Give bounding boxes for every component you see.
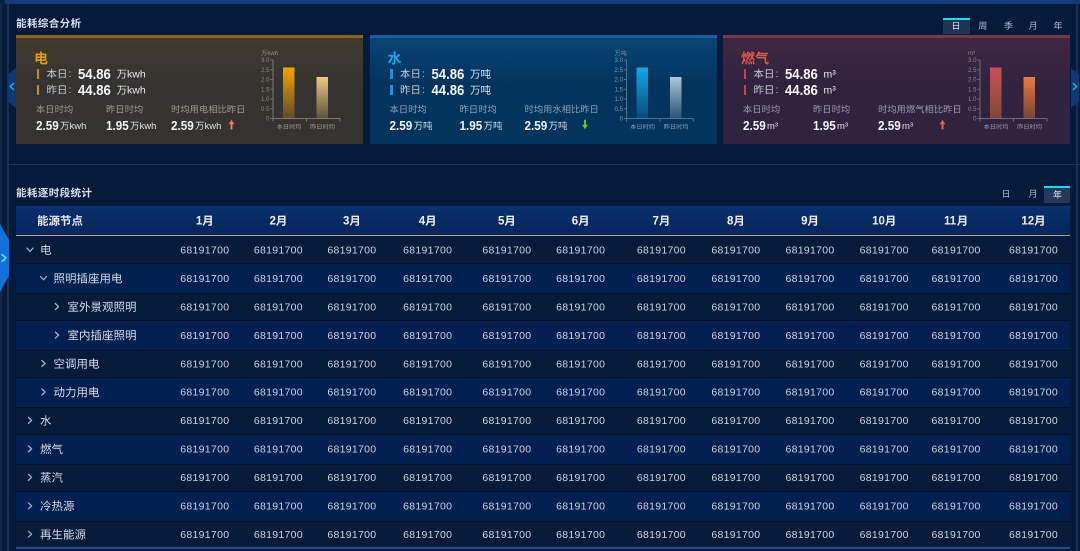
svg-text:68191700: 68191700: [180, 245, 229, 257]
svg-text:68191700: 68191700: [860, 358, 909, 370]
svg-text:68191700: 68191700: [932, 529, 981, 541]
svg-text:68191700: 68191700: [1009, 358, 1058, 370]
svg-text:68191700: 68191700: [1009, 301, 1058, 313]
svg-text:68191700: 68191700: [637, 529, 686, 541]
svg-text:68191700: 68191700: [932, 358, 981, 370]
svg-text:68191700: 68191700: [860, 529, 909, 541]
svg-text:68191700: 68191700: [860, 301, 909, 313]
svg-text:68191700: 68191700: [403, 301, 452, 313]
svg-text:68191700: 68191700: [327, 415, 376, 427]
svg-text:68191700: 68191700: [180, 472, 229, 484]
svg-text:68191700: 68191700: [403, 245, 452, 257]
svg-text:68191700: 68191700: [180, 529, 229, 541]
svg-text:68191700: 68191700: [327, 358, 376, 370]
svg-text:68191700: 68191700: [482, 472, 531, 484]
svg-text:68191700: 68191700: [482, 245, 531, 257]
svg-text:68191700: 68191700: [860, 472, 909, 484]
svg-text:68191700: 68191700: [403, 415, 452, 427]
svg-text:68191700: 68191700: [785, 358, 834, 370]
svg-text:68191700: 68191700: [403, 529, 452, 541]
svg-text:68191700: 68191700: [785, 301, 834, 313]
svg-text:68191700: 68191700: [482, 358, 531, 370]
svg-text:68191700: 68191700: [711, 358, 760, 370]
svg-text:68191700: 68191700: [711, 301, 760, 313]
svg-text:68191700: 68191700: [711, 472, 760, 484]
svg-text:68191700: 68191700: [254, 358, 303, 370]
svg-text:68191700: 68191700: [637, 358, 686, 370]
svg-text:68191700: 68191700: [637, 301, 686, 313]
svg-text:68191700: 68191700: [254, 301, 303, 313]
svg-text:68191700: 68191700: [711, 245, 760, 257]
svg-text:68191700: 68191700: [327, 529, 376, 541]
svg-text:68191700: 68191700: [932, 245, 981, 257]
svg-text:68191700: 68191700: [482, 301, 531, 313]
svg-text:68191700: 68191700: [785, 245, 834, 257]
svg-text:68191700: 68191700: [932, 415, 981, 427]
svg-text:68191700: 68191700: [556, 415, 605, 427]
svg-text:68191700: 68191700: [711, 415, 760, 427]
svg-text:68191700: 68191700: [785, 415, 834, 427]
svg-text:68191700: 68191700: [254, 245, 303, 257]
svg-text:68191700: 68191700: [556, 529, 605, 541]
svg-text:68191700: 68191700: [327, 301, 376, 313]
svg-text:68191700: 68191700: [254, 472, 303, 484]
svg-text:68191700: 68191700: [403, 472, 452, 484]
svg-text:68191700: 68191700: [556, 301, 605, 313]
svg-text:68191700: 68191700: [860, 415, 909, 427]
svg-text:68191700: 68191700: [637, 415, 686, 427]
svg-text:68191700: 68191700: [403, 358, 452, 370]
svg-text:68191700: 68191700: [254, 415, 303, 427]
svg-text:68191700: 68191700: [1009, 245, 1058, 257]
svg-text:68191700: 68191700: [932, 472, 981, 484]
svg-text:68191700: 68191700: [180, 415, 229, 427]
svg-text:68191700: 68191700: [1009, 415, 1058, 427]
svg-text:68191700: 68191700: [254, 529, 303, 541]
svg-text:68191700: 68191700: [785, 529, 834, 541]
svg-text:68191700: 68191700: [785, 472, 834, 484]
svg-text:68191700: 68191700: [1009, 472, 1058, 484]
svg-text:68191700: 68191700: [556, 358, 605, 370]
svg-text:68191700: 68191700: [932, 301, 981, 313]
svg-text:68191700: 68191700: [1009, 529, 1058, 541]
svg-text:68191700: 68191700: [327, 245, 376, 257]
svg-text:68191700: 68191700: [327, 472, 376, 484]
svg-text:68191700: 68191700: [482, 415, 531, 427]
svg-text:68191700: 68191700: [556, 472, 605, 484]
svg-text:68191700: 68191700: [180, 358, 229, 370]
svg-text:68191700: 68191700: [711, 529, 760, 541]
svg-text:68191700: 68191700: [180, 301, 229, 313]
svg-text:68191700: 68191700: [637, 245, 686, 257]
svg-text:68191700: 68191700: [556, 245, 605, 257]
svg-text:68191700: 68191700: [860, 245, 909, 257]
svg-text:68191700: 68191700: [637, 472, 686, 484]
svg-text:68191700: 68191700: [482, 529, 531, 541]
